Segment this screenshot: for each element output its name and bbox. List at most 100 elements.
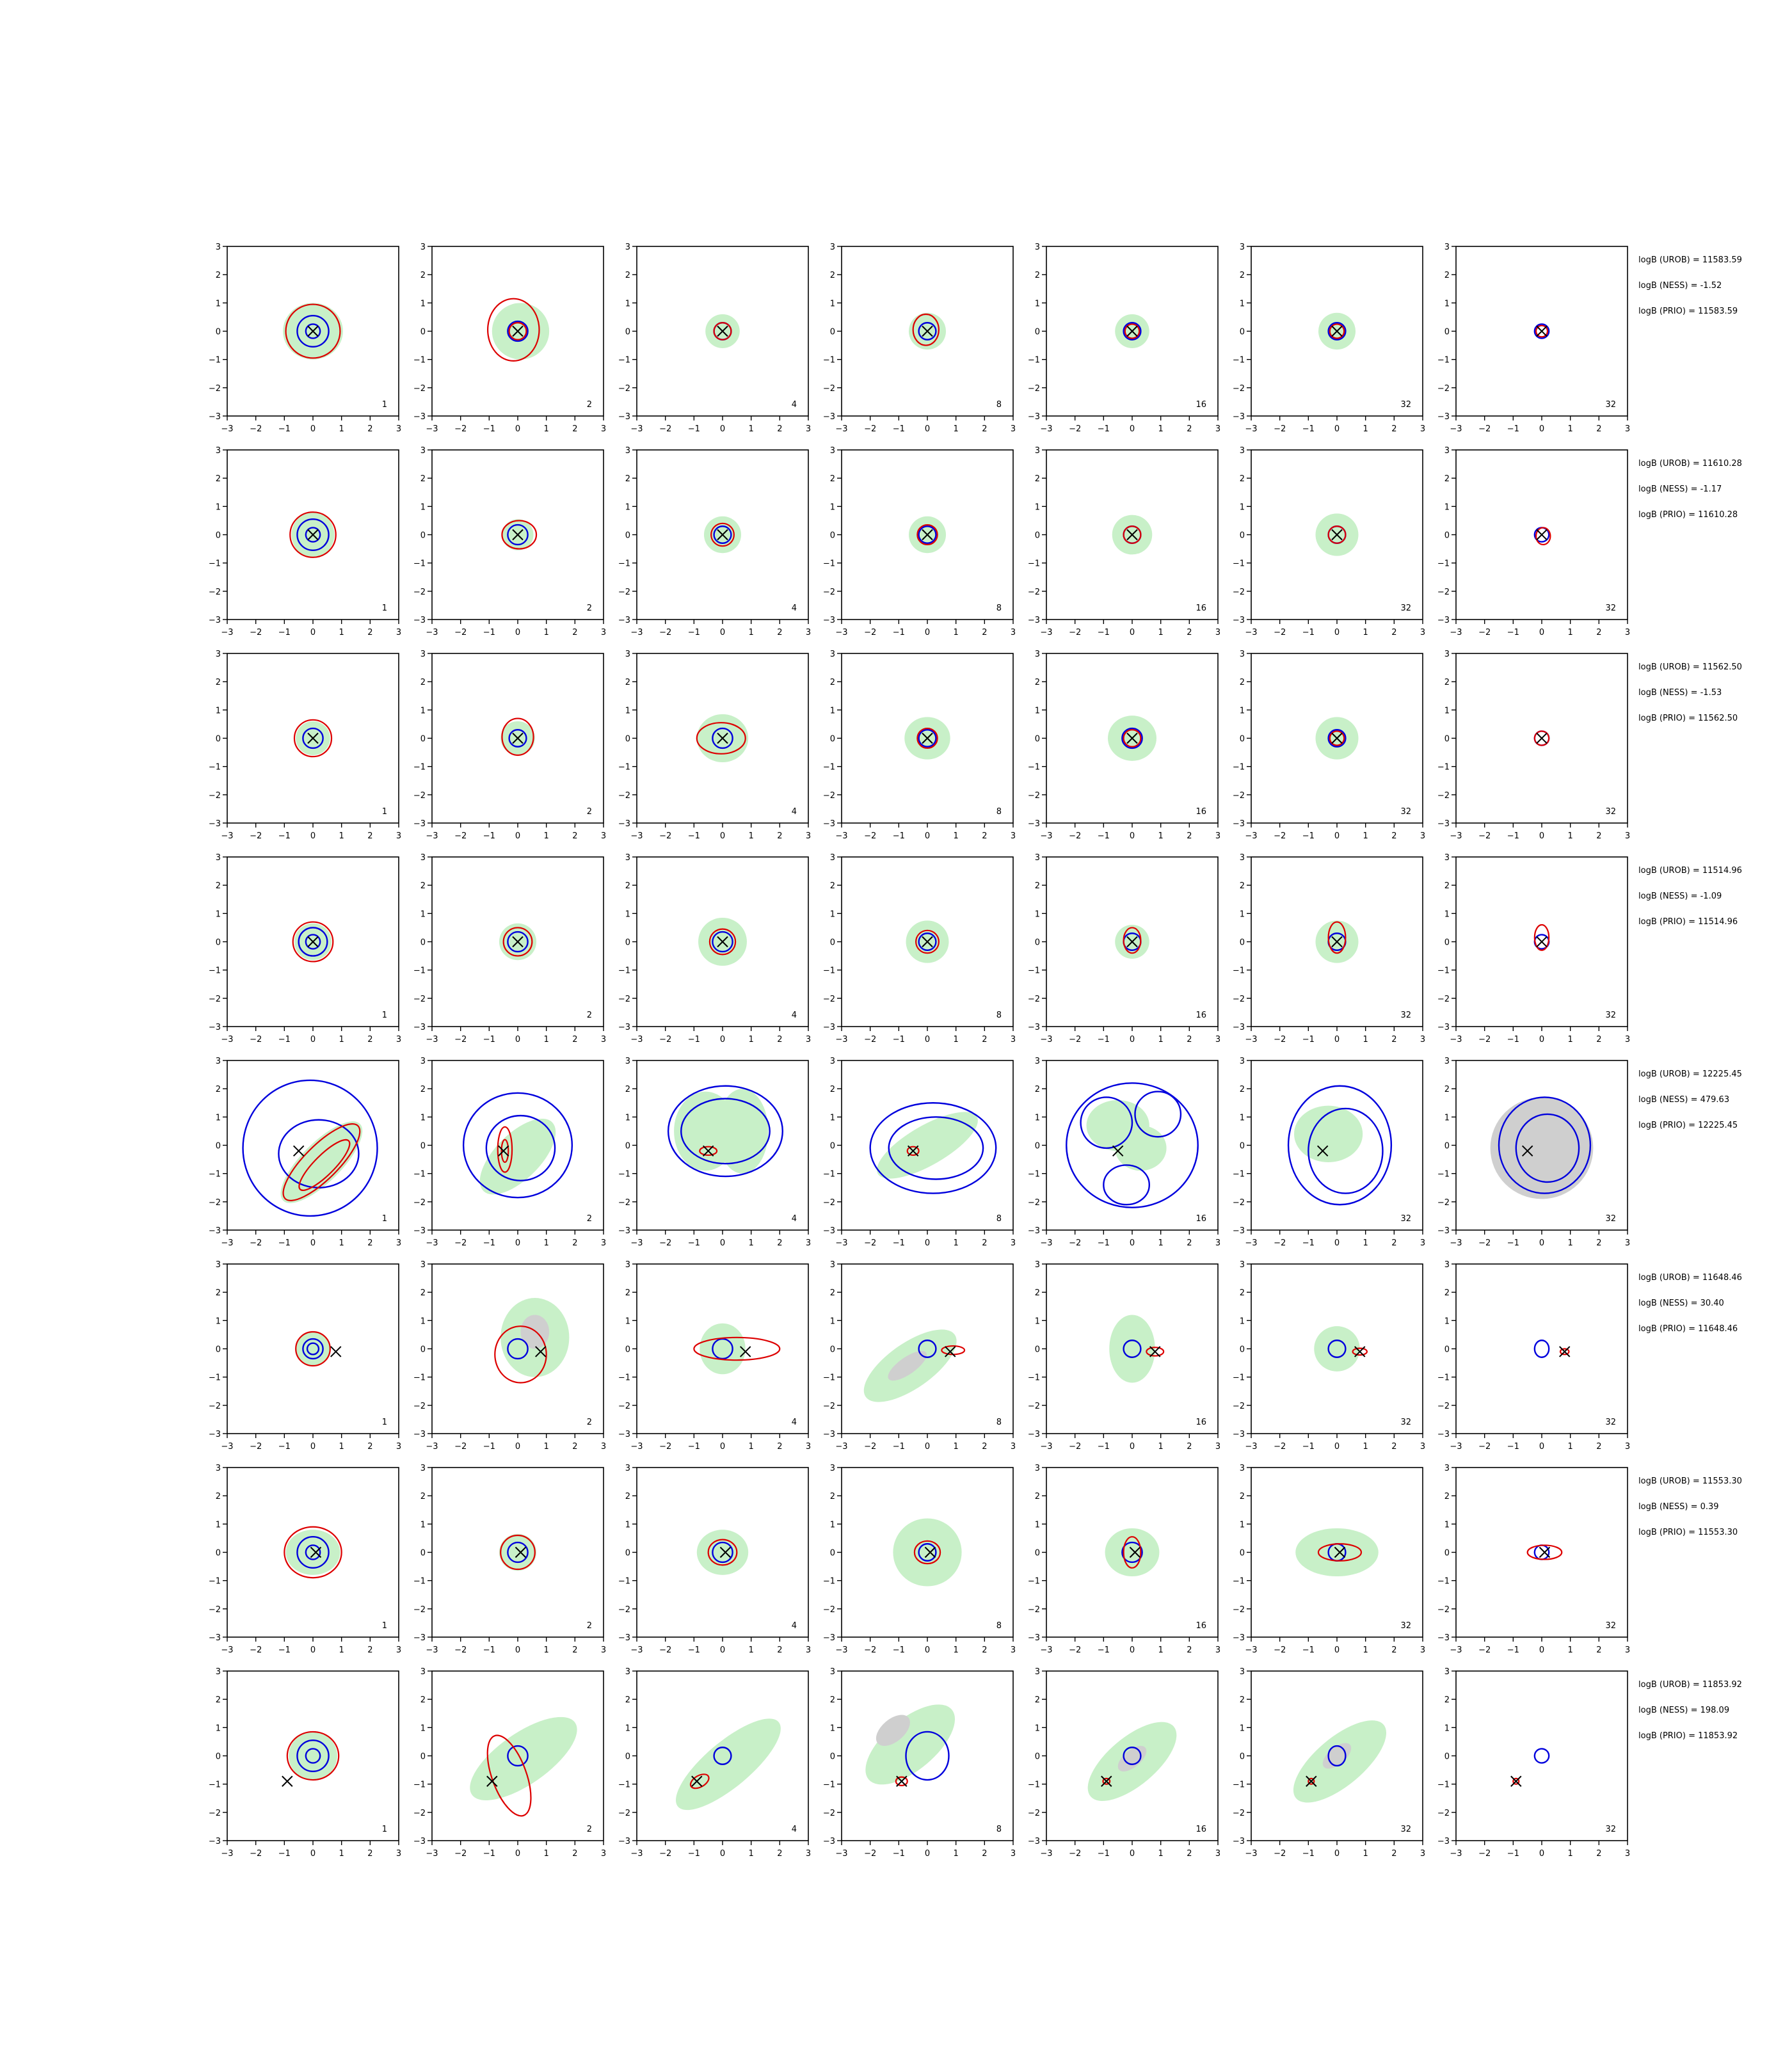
x-tick-label: −3 — [835, 1238, 847, 1248]
plot-area — [1314, 1326, 1368, 1372]
x-tick-label: 1 — [954, 1442, 959, 1452]
panel-r7-c2: −3−3 −2 −2 −1 −1 0 0 1 1 2 2 3 3 2 — [413, 1464, 606, 1655]
x-tick-label: −1 — [278, 1849, 291, 1859]
y-tick-label: −2 — [823, 791, 835, 801]
panel-count-label: 16 — [1196, 1418, 1206, 1427]
y-tick-label: −2 — [1028, 1402, 1040, 1411]
y-tick-label: −3 — [618, 412, 630, 422]
x-tick-label: 1 — [954, 628, 959, 637]
y-tick-label: 1 — [1035, 1724, 1040, 1733]
y-tick-label: 1 — [216, 1316, 221, 1326]
y-tick-label: 3 — [420, 650, 426, 659]
red-contour — [502, 927, 533, 957]
y-tick-label: −3 — [1437, 1633, 1450, 1643]
x-tick-label: 0 — [1334, 1645, 1340, 1655]
panel-count-label: 32 — [1400, 604, 1411, 613]
x-tick-label: 3 — [396, 1849, 401, 1859]
panel-r5-c5: −3−3 −2 −2 −1 −1 0 0 1 1 2 2 3 3 16 — [1028, 1057, 1220, 1248]
blue-contour — [302, 727, 324, 749]
y-tick-label: 1 — [830, 1724, 835, 1733]
red-contour — [906, 1146, 920, 1156]
blue-contour — [305, 934, 321, 950]
y-tick-label: −1 — [1437, 1170, 1450, 1180]
y-tick-label: 1 — [1035, 1113, 1040, 1123]
red-contour — [915, 929, 940, 954]
x-marker — [307, 732, 319, 744]
x-tick-label: −2 — [1478, 1645, 1491, 1655]
y-tick-label: −2 — [1233, 791, 1245, 801]
x-marker — [512, 936, 524, 948]
y-tick-label: −2 — [823, 1809, 835, 1818]
y-tick-label: 1 — [216, 1113, 221, 1123]
y-tick-label: −1 — [413, 356, 426, 365]
y-tick-label: −3 — [823, 1023, 835, 1032]
row-stats-5: logB (UROB) = 12225.45 logB (NESS) = 479.… — [1638, 1069, 1742, 1130]
x-tick-label: 2 — [1391, 628, 1396, 637]
x-tick-label: −1 — [893, 1442, 905, 1452]
x-tick-label: 1 — [1158, 1442, 1164, 1452]
x-tick-label: −1 — [1302, 1035, 1315, 1044]
y-tick-label: 1 — [420, 299, 426, 308]
x-tick-label: 2 — [1391, 1442, 1396, 1452]
plot-area — [904, 717, 950, 760]
logb-stat: logB (PRIO) = 12225.45 — [1638, 1121, 1738, 1130]
y-tick-label: 2 — [1240, 1695, 1245, 1705]
panel-r7-c4: −3−3 −2 −2 −1 −1 0 0 1 1 2 2 3 3 8 — [823, 1464, 1016, 1655]
x-marker — [1354, 1346, 1366, 1357]
panel-r5-c1: −3−3 −2 −2 −1 −1 0 0 1 1 2 2 3 3 1 — [209, 1057, 401, 1248]
y-tick-label: 0 — [216, 328, 221, 337]
x-tick-label: −1 — [1098, 1035, 1110, 1044]
x-tick-label: 2 — [367, 628, 372, 637]
x-marker — [1101, 1775, 1112, 1787]
panel-r2-c5: −3−3 −2 −2 −1 −1 0 0 1 1 2 2 3 3 16 — [1028, 446, 1220, 637]
panel-r6-c2: −3−3 −2 −2 −1 −1 0 0 1 1 2 2 3 3 2 — [413, 1260, 606, 1452]
x-tick-label: −3 — [426, 424, 438, 434]
panel-r1-c5: −3−3 −2 −2 −1 −1 0 0 1 1 2 2 3 3 16 — [1028, 243, 1220, 434]
x-tick-label: −3 — [1245, 831, 1257, 841]
x-marker — [945, 1346, 956, 1357]
x-tick-label: 1 — [544, 1442, 549, 1452]
y-tick-label: 3 — [1240, 446, 1245, 456]
x-tick-label: 3 — [1011, 1035, 1016, 1044]
panel-r1-c3: −3−3 −2 −2 −1 −1 0 0 1 1 2 2 3 3 4 — [618, 243, 811, 434]
x-marker — [702, 1145, 714, 1157]
x-tick-label: 2 — [1596, 424, 1601, 434]
blue-contour — [888, 1116, 984, 1180]
x-tick-label: −2 — [454, 1035, 467, 1044]
y-tick-label: 3 — [216, 853, 221, 863]
blue-contour — [918, 525, 937, 544]
density-fill — [1115, 1125, 1167, 1171]
x-tick-label: 2 — [572, 424, 577, 434]
blue-contour — [1515, 1113, 1580, 1183]
x-tick-label: −3 — [426, 628, 438, 637]
x-tick-label: −3 — [1040, 1035, 1052, 1044]
x-tick-label: −1 — [1302, 1238, 1315, 1248]
y-tick-label: −2 — [823, 1198, 835, 1208]
y-tick-label: 2 — [1035, 1085, 1040, 1094]
x-tick-label: 1 — [544, 628, 549, 637]
x-tick-label: 1 — [1363, 628, 1368, 637]
x-tick-label: 0 — [310, 1442, 316, 1452]
density-fill — [285, 1530, 340, 1575]
x-tick-label: −2 — [1069, 1238, 1081, 1248]
panel-r8-c6: −3−3 −2 −2 −1 −1 0 0 1 1 2 2 3 3 32 — [1233, 1667, 1425, 1859]
blue-contour — [1327, 322, 1347, 340]
x-tick-label: −3 — [1450, 1645, 1462, 1655]
x-marker — [717, 936, 728, 948]
x-tick-label: 3 — [806, 1238, 811, 1248]
x-tick-label: 2 — [367, 1849, 372, 1859]
y-tick-label: 0 — [1035, 938, 1040, 948]
row-stats-3: logB (UROB) = 11562.50 logB (NESS) = -1.5… — [1638, 662, 1742, 723]
x-marker — [1331, 732, 1343, 744]
y-tick-label: −3 — [823, 1226, 835, 1236]
x-tick-label: −1 — [893, 831, 905, 841]
red-contour — [916, 524, 938, 546]
x-marker — [896, 1775, 908, 1787]
blue-contour — [1498, 1096, 1592, 1194]
y-tick-label: −1 — [209, 559, 221, 569]
density-fill — [700, 1323, 746, 1375]
panel-r2-c2: −3−3 −2 −2 −1 −1 0 0 1 1 2 2 3 3 2 — [413, 446, 606, 637]
y-tick-label: −3 — [209, 1633, 221, 1643]
plot-area — [1287, 1085, 1393, 1206]
x-tick-label: −3 — [1040, 628, 1052, 637]
